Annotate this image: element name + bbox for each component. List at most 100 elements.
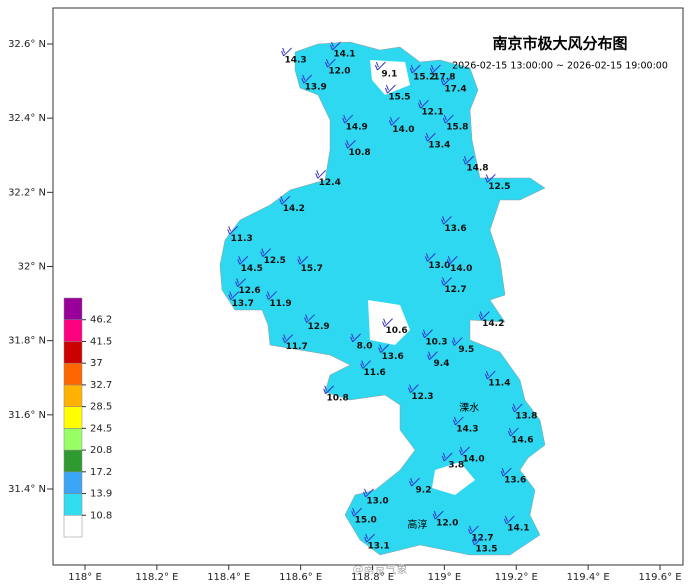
wind-barb: [266, 291, 277, 300]
station-value: 12.7: [444, 285, 466, 295]
y-tick-label: 31.6° N: [8, 410, 46, 421]
wind-barb: [442, 114, 454, 124]
station-value: 13.0: [428, 261, 450, 271]
x-tick-label: 119.6° E: [638, 572, 681, 583]
legend-label: 13.9: [90, 489, 112, 500]
station-value: 13.6: [382, 352, 404, 362]
station-value: 13.6: [444, 224, 466, 234]
station-value: 12.0: [328, 67, 350, 77]
y-tick-label: 32° N: [18, 262, 46, 273]
station-value: 13.1: [368, 542, 390, 552]
x-tick-label: 118.4° E: [207, 572, 250, 583]
station-value: 13.8: [515, 411, 537, 421]
wind-barb: [424, 253, 436, 262]
wind-barb: [409, 477, 420, 487]
station-value: 14.0: [450, 264, 472, 274]
station-value: 9.2: [416, 486, 432, 496]
wind-barb: [360, 360, 372, 369]
x-tick-label: 119° E: [428, 572, 462, 583]
wind-barb: [471, 536, 483, 546]
station-value: 12.7: [471, 533, 493, 543]
station-value: 15.0: [355, 516, 377, 526]
station-value: 12.0: [436, 519, 458, 529]
wind-barb: [388, 116, 400, 126]
station-value: 14.1: [507, 523, 529, 533]
station-value: 11.7: [286, 342, 308, 352]
wind-barb: [297, 256, 309, 265]
wind-barb: [279, 195, 291, 205]
station-value: 12.3: [411, 392, 433, 402]
legend-swatch: [63, 428, 83, 451]
wind-barb: [260, 248, 272, 257]
legend-label: 41.5: [90, 336, 112, 347]
wind-barb: [478, 311, 490, 320]
station-value: 17.4: [444, 85, 466, 95]
legend-swatch: [63, 449, 83, 473]
wind-barb: [330, 41, 341, 51]
station-value: 14.1: [333, 50, 355, 60]
legend-swatch: [63, 384, 83, 407]
wind-barb: [429, 64, 441, 74]
wind-barb: [351, 507, 363, 517]
wind-barb: [432, 510, 444, 520]
y-tick-label: 32.6° N: [8, 39, 46, 50]
legend-label: 17.2: [90, 467, 112, 478]
x-tick-label: 119.2° E: [495, 572, 538, 583]
wind-barb: [378, 344, 389, 353]
station-value: 10.6: [385, 326, 407, 336]
wind-barb: [484, 370, 496, 380]
legend-label: 24.5: [90, 423, 112, 434]
station-value: 11.3: [231, 234, 253, 244]
station-value: 12.5: [264, 256, 286, 266]
station-value: 14.9: [346, 123, 368, 133]
wind-barb: [323, 385, 334, 395]
legend-swatch: [63, 319, 83, 342]
station-value: 13.4: [428, 141, 450, 151]
legend-swatch: [63, 406, 83, 429]
wind-barb: [441, 215, 452, 225]
station-value: 10.3: [425, 337, 447, 347]
station-value: 13.6: [504, 476, 526, 486]
wind-barb: [374, 61, 386, 71]
station-value: 14.3: [284, 55, 306, 65]
legend-label: 46.2: [90, 315, 112, 326]
station-value: 9.4: [434, 359, 450, 369]
legend-swatch: [63, 297, 83, 320]
time-range: 2026-02-15 13:00:00 ~ 2026-02-15 19:00:0…: [452, 61, 668, 72]
legend-swatch: [63, 362, 83, 386]
station-value: 12.1: [421, 108, 443, 118]
wind-barb: [422, 329, 433, 339]
station-value: 15.2: [413, 73, 435, 83]
y-tick-label: 32.4° N: [8, 113, 46, 124]
wind-barb: [382, 318, 393, 328]
station-value: 12.6: [238, 286, 260, 296]
legend-label: 10.8: [90, 510, 112, 521]
wind-barb: [324, 58, 336, 68]
y-tick-label: 32.2° N: [8, 187, 46, 198]
station-value: 14.8: [466, 164, 488, 174]
low-area: [432, 462, 475, 495]
wind-barb: [451, 337, 463, 346]
wind-barb: [345, 139, 356, 149]
station-value: 14.2: [283, 204, 305, 214]
wind-barb: [281, 47, 292, 57]
station-value: 9.1: [381, 70, 397, 80]
station-value: 12.4: [319, 178, 341, 188]
station-value: 13.5: [475, 545, 497, 555]
y-tick-label: 31.8° N: [8, 336, 46, 347]
wind-barb: [363, 488, 374, 498]
wind-barb: [452, 416, 464, 426]
place-name: 高淳: [407, 518, 427, 531]
wind-barb: [384, 84, 396, 94]
wind-barb: [364, 533, 375, 543]
wind-barb: [468, 525, 479, 535]
station-value: 13.7: [232, 299, 254, 309]
wind-barb: [282, 334, 294, 343]
station-value: 10.8: [327, 393, 349, 403]
wind-barb: [407, 384, 419, 394]
station-value: 14.3: [456, 424, 478, 434]
wind-barb: [424, 132, 436, 142]
region: [219, 41, 546, 556]
legend-label: 32.7: [90, 380, 112, 391]
